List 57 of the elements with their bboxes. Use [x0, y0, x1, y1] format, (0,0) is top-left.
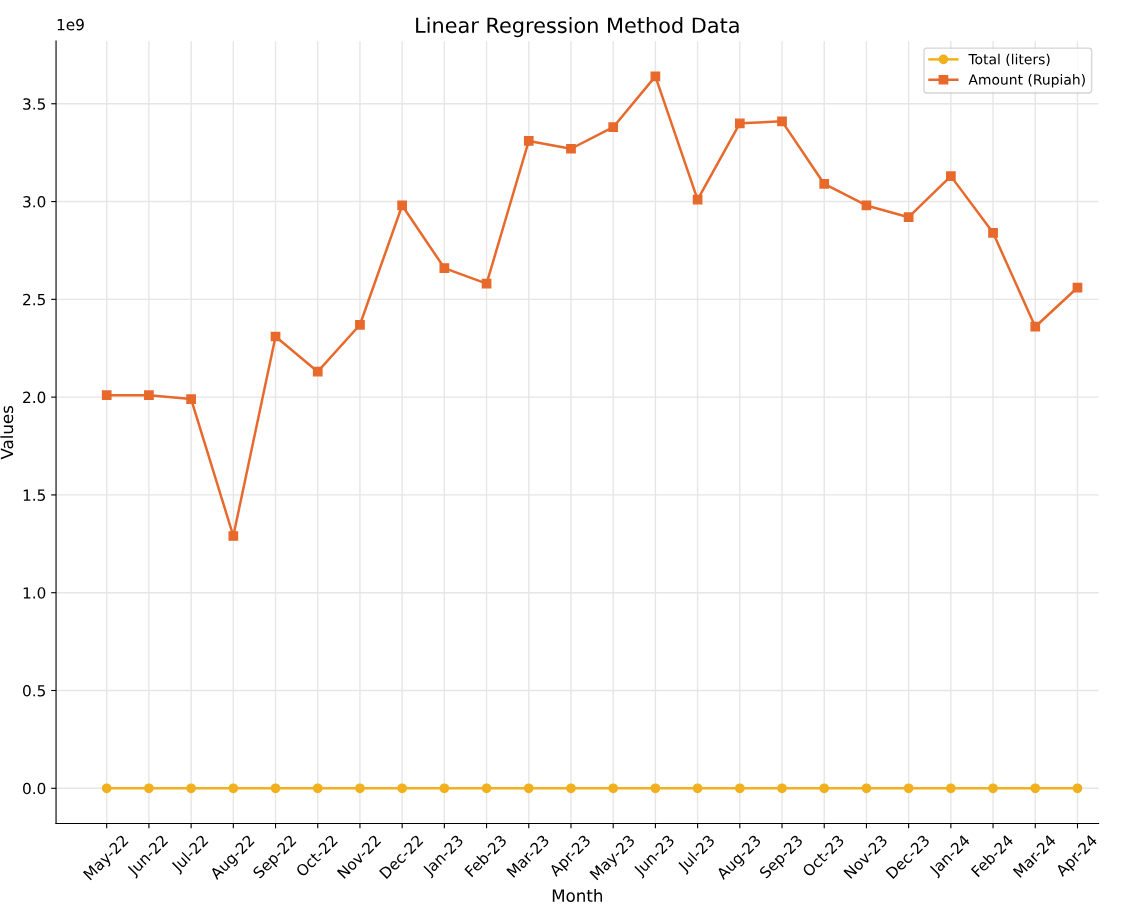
point	[734, 783, 745, 794]
point	[144, 783, 154, 794]
point	[270, 783, 281, 794]
point	[608, 122, 619, 133]
point	[903, 783, 914, 794]
point	[144, 390, 154, 401]
point	[1072, 783, 1083, 794]
point	[439, 783, 450, 794]
y-tick-label: 2.5	[23, 293, 45, 306]
point	[439, 263, 450, 273]
x-axis-title: Month	[552, 889, 603, 902]
point	[861, 783, 872, 794]
y-axis-title: Values	[0, 405, 14, 460]
point	[523, 136, 534, 146]
text: 1e9	[57, 18, 84, 31]
point	[692, 783, 703, 794]
point	[777, 116, 787, 127]
point	[608, 783, 619, 794]
point	[186, 783, 196, 794]
point	[101, 390, 112, 401]
y-tick-label: 3.5	[23, 98, 45, 110]
chart-title: Linear Regression Method Data	[416, 17, 739, 38]
point	[312, 366, 323, 377]
point	[312, 783, 323, 794]
point	[819, 179, 830, 189]
y-tick-label: 0.5	[23, 684, 45, 697]
point	[777, 783, 787, 794]
y-tick-label: 1.0	[23, 587, 46, 599]
y-tick-label: 0.0	[23, 782, 46, 795]
point	[1030, 783, 1041, 794]
point	[566, 143, 576, 154]
point	[355, 319, 365, 330]
point	[186, 394, 196, 404]
point	[355, 783, 365, 794]
point	[819, 783, 830, 794]
point	[228, 531, 239, 541]
point	[523, 783, 534, 794]
point	[650, 783, 661, 794]
legend-label: Total (liters)	[968, 53, 1050, 67]
point	[397, 200, 408, 211]
y-tick-label: 1.5	[23, 489, 45, 501]
y-tick-label: 2.0	[23, 391, 46, 404]
point	[228, 783, 239, 794]
y-tick-label: 3.0	[23, 196, 46, 208]
point	[903, 212, 914, 223]
point	[397, 783, 408, 794]
point	[1030, 321, 1041, 332]
point	[566, 783, 576, 794]
point	[988, 783, 998, 794]
point	[945, 171, 956, 181]
point	[734, 118, 745, 129]
point	[101, 783, 112, 794]
point	[481, 278, 492, 289]
legend-label: Amount (Rupiah)	[968, 74, 1085, 88]
point	[945, 783, 956, 794]
point	[988, 227, 998, 238]
point	[481, 783, 492, 794]
